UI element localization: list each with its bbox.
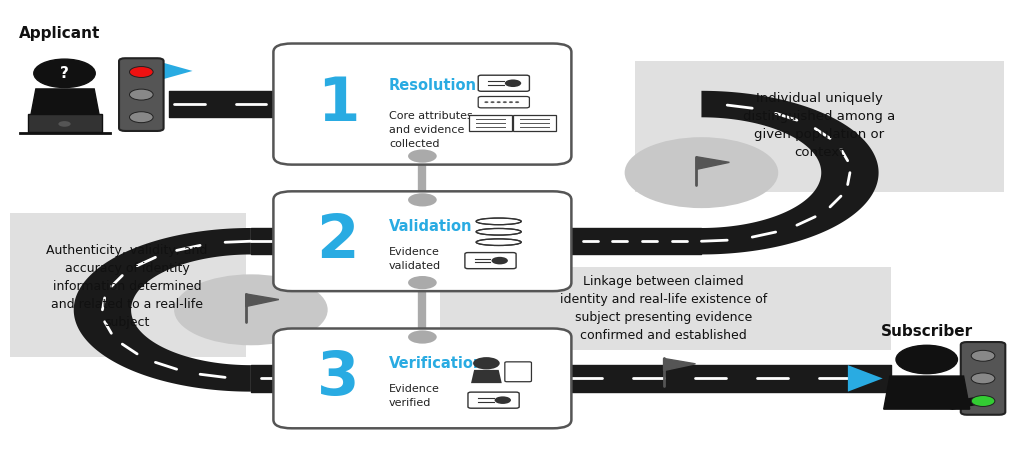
Text: Evidence
verified: Evidence verified: [389, 384, 440, 408]
FancyBboxPatch shape: [513, 115, 556, 131]
FancyBboxPatch shape: [478, 75, 529, 91]
Text: ?: ?: [60, 66, 69, 81]
Circle shape: [625, 137, 778, 208]
Circle shape: [408, 330, 436, 343]
Circle shape: [896, 345, 957, 374]
Text: Authenticity, validity, and
accuracy of identity
information determined
and rela: Authenticity, validity, and accuracy of …: [46, 244, 208, 329]
Circle shape: [408, 149, 436, 163]
Text: Verification: Verification: [389, 356, 484, 371]
FancyBboxPatch shape: [465, 253, 516, 269]
Circle shape: [492, 257, 508, 264]
FancyBboxPatch shape: [961, 342, 1006, 415]
FancyBboxPatch shape: [10, 213, 246, 357]
Polygon shape: [884, 376, 970, 409]
FancyBboxPatch shape: [468, 392, 519, 408]
Polygon shape: [31, 89, 99, 116]
Polygon shape: [246, 294, 279, 307]
Polygon shape: [664, 359, 695, 371]
FancyBboxPatch shape: [273, 192, 571, 291]
Circle shape: [495, 396, 511, 404]
Circle shape: [34, 59, 95, 88]
Circle shape: [971, 350, 995, 361]
FancyBboxPatch shape: [273, 328, 571, 429]
Circle shape: [509, 101, 513, 103]
Polygon shape: [922, 394, 988, 409]
Text: 2: 2: [316, 212, 359, 271]
Circle shape: [490, 101, 495, 103]
Circle shape: [505, 79, 521, 87]
FancyBboxPatch shape: [119, 58, 164, 131]
FancyBboxPatch shape: [469, 115, 512, 131]
Polygon shape: [471, 370, 502, 383]
Circle shape: [484, 101, 488, 103]
Text: 1: 1: [316, 75, 359, 133]
Circle shape: [129, 89, 154, 100]
Text: Validation: Validation: [389, 219, 473, 234]
Polygon shape: [848, 365, 883, 392]
Circle shape: [408, 193, 436, 207]
FancyBboxPatch shape: [635, 61, 1004, 192]
Circle shape: [408, 276, 436, 289]
Circle shape: [515, 101, 519, 103]
Circle shape: [129, 67, 154, 78]
Polygon shape: [696, 157, 729, 169]
FancyBboxPatch shape: [505, 362, 531, 382]
Polygon shape: [159, 61, 193, 80]
Ellipse shape: [476, 228, 521, 235]
Ellipse shape: [476, 239, 521, 245]
Text: Core attributes
and evidence
collected: Core attributes and evidence collected: [389, 111, 473, 149]
Circle shape: [174, 274, 328, 345]
Circle shape: [971, 373, 995, 384]
Polygon shape: [74, 228, 251, 392]
Text: Linkage between claimed
identity and real-life existence of
subject presenting e: Linkage between claimed identity and rea…: [560, 275, 767, 342]
FancyBboxPatch shape: [28, 114, 102, 132]
Text: Applicant: Applicant: [18, 26, 100, 41]
Text: Subscriber: Subscriber: [881, 324, 973, 339]
Text: Individual uniquely
distinguished among a
given population or
context: Individual uniquely distinguished among …: [743, 92, 895, 159]
FancyBboxPatch shape: [440, 267, 891, 350]
Text: Evidence
validated: Evidence validated: [389, 247, 441, 271]
Polygon shape: [701, 91, 879, 254]
Text: Resolution: Resolution: [389, 78, 477, 93]
Circle shape: [58, 121, 71, 127]
Circle shape: [971, 395, 995, 406]
Text: 3: 3: [316, 349, 359, 408]
Circle shape: [503, 101, 507, 103]
FancyBboxPatch shape: [273, 44, 571, 165]
FancyBboxPatch shape: [478, 96, 529, 108]
Circle shape: [473, 357, 500, 369]
Ellipse shape: [476, 218, 521, 225]
Circle shape: [129, 112, 154, 123]
Circle shape: [497, 101, 501, 103]
